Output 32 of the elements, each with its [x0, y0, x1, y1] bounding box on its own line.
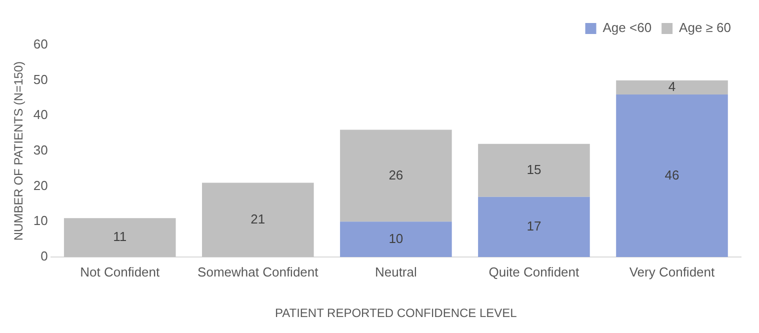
bar — [478, 144, 590, 197]
y-tick-label: 10 — [33, 213, 48, 228]
y-tick-label: 20 — [33, 178, 48, 193]
y-tick-label: 60 — [33, 36, 48, 52]
data-label: 21 — [250, 211, 266, 226]
bar — [616, 80, 728, 94]
data-label: 15 — [526, 162, 542, 178]
y-axis-title: NUMBER OF PATIENTS (N=150) — [12, 61, 26, 241]
x-tick-label: Somewhat Confident — [198, 264, 319, 280]
y-tick-label: 40 — [33, 107, 48, 122]
x-tick-label: Very Confident — [629, 264, 716, 280]
bar — [64, 218, 176, 257]
y-tick-label: 50 — [33, 72, 48, 87]
x-tick-label: Not Confident — [80, 264, 160, 280]
bar — [202, 182, 314, 257]
x-axis-title: PATIENT REPORTED CONFIDENCE LEVEL — [275, 306, 518, 320]
data-label: 17 — [526, 218, 542, 234]
data-label: 46 — [664, 167, 680, 182]
data-label: 10 — [388, 230, 404, 246]
x-tick-label: Quite Confident — [488, 264, 580, 280]
y-tick-label: 30 — [33, 142, 48, 158]
bar — [340, 222, 452, 257]
data-label: 4 — [668, 78, 676, 94]
data-label: 11 — [113, 229, 127, 244]
data-label: 26 — [388, 167, 404, 182]
legend-label: Age <60 — [602, 20, 652, 36]
bar — [340, 130, 452, 222]
legend-label: Age ≥ 60 — [679, 20, 732, 36]
bar — [616, 94, 728, 257]
bar — [478, 196, 590, 257]
y-tick-label: 0 — [40, 248, 48, 264]
x-tick-label: Neutral — [374, 264, 417, 280]
